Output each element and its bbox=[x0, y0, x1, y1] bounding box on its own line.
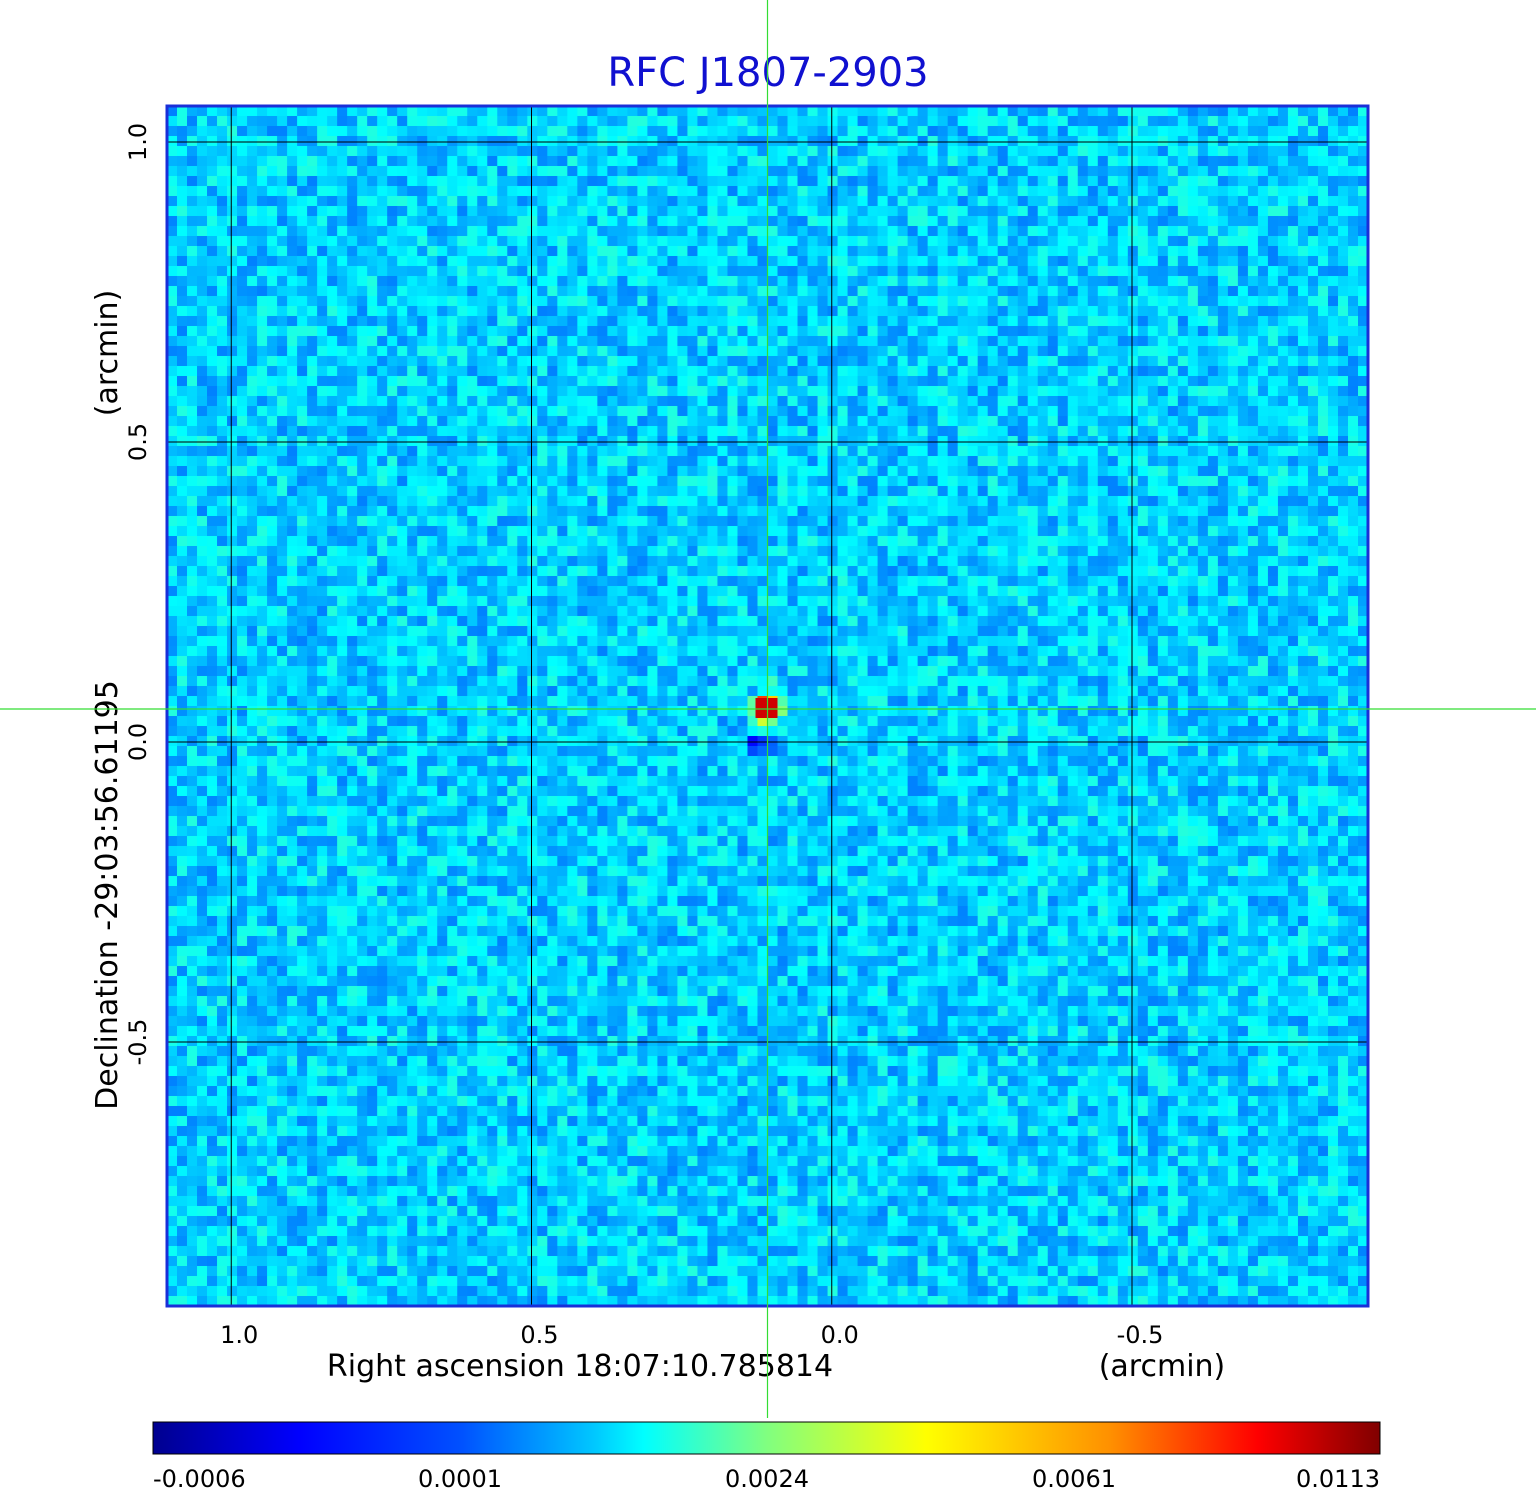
y-tick-label: 1.0 bbox=[124, 123, 152, 161]
colorbar-tick-label: 0.0001 bbox=[418, 1465, 502, 1493]
colorbar-tick-label: 0.0113 bbox=[1296, 1465, 1380, 1493]
x-tick-labels: 1.0 0.5 0.0 -0.5 bbox=[220, 1321, 1163, 1349]
source-peak bbox=[755, 698, 778, 718]
colorbar-tick-labels: -0.0006 0.0001 0.0024 0.0061 0.0113 bbox=[153, 1465, 1380, 1493]
x-tick-label: 0.5 bbox=[520, 1321, 558, 1349]
x-tick-label: -0.5 bbox=[1117, 1321, 1164, 1349]
y-tick-label: 0.5 bbox=[124, 423, 152, 461]
x-tick-label: 1.0 bbox=[220, 1321, 258, 1349]
colorbar bbox=[152, 1421, 1381, 1455]
colorbar-tick-label: 0.0061 bbox=[1032, 1465, 1116, 1493]
colorbar-tick-label: -0.0006 bbox=[153, 1465, 246, 1493]
y-tick-label: 0.0 bbox=[124, 723, 152, 761]
crosshair bbox=[0, 0, 1536, 1418]
map-pixel bbox=[167, 106, 178, 117]
x-axis-label: Right ascension 18:07:10.785814 bbox=[327, 1349, 833, 1384]
y-tick-labels: 1.0 0.5 0.0 -0.5 bbox=[124, 123, 152, 1066]
y-axis-label: Declination -29:03:56.61195 bbox=[90, 680, 125, 1110]
y-axis-unit: (arcmin) bbox=[90, 290, 125, 417]
colorbar-tick-label: 0.0024 bbox=[725, 1465, 809, 1493]
x-axis-unit: (arcmin) bbox=[1099, 1349, 1226, 1384]
y-tick-label: -0.5 bbox=[124, 1019, 152, 1066]
intensity-map bbox=[167, 106, 1369, 1307]
x-tick-label: 0.0 bbox=[821, 1321, 859, 1349]
